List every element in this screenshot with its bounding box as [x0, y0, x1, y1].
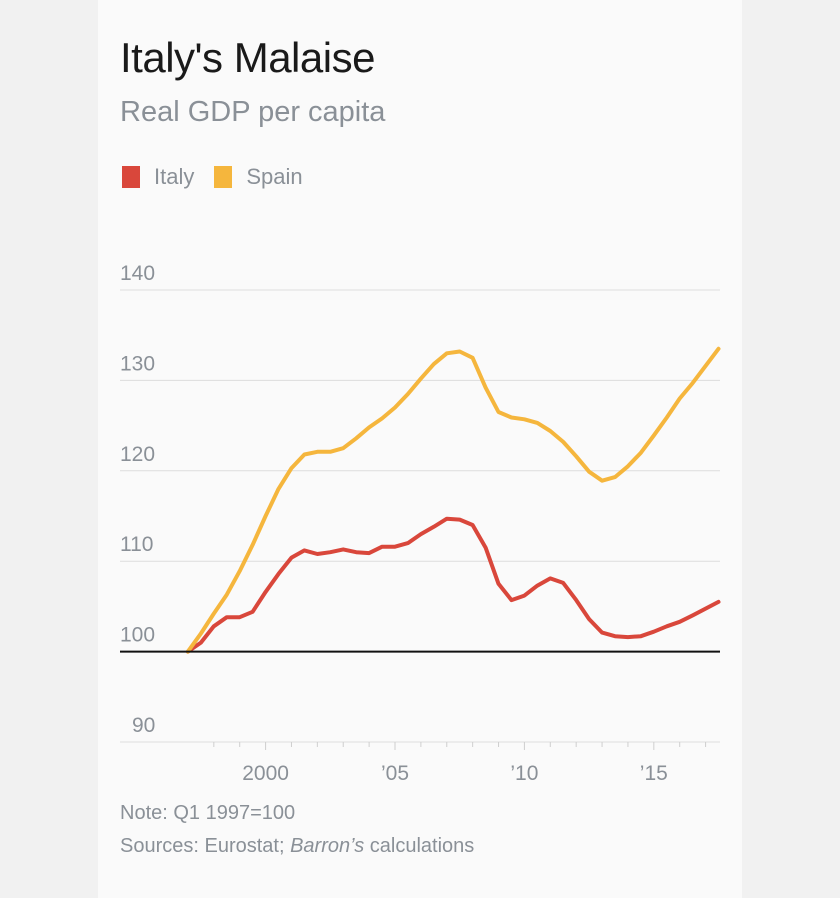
chart-card: [98, 0, 742, 898]
series-line-spain: [185, 346, 721, 654]
y-tick-label-120: 120: [120, 443, 155, 466]
y-axis-labels: 140 130 120 110 100 90: [120, 262, 155, 737]
y-tick-label-110: 110: [120, 533, 153, 556]
x-tick-label-2000: 2000: [242, 762, 289, 785]
sources-publication: Barron’s: [290, 835, 365, 857]
chart-subtitle: Real GDP per capita: [120, 96, 386, 128]
x-axis: 2000 ’05 ’10 ’15: [200, 741, 720, 785]
legend-label-italy: Italy: [154, 164, 195, 189]
y-tick-label-140: 140: [120, 262, 155, 285]
x-tick-label-2015: ’15: [640, 762, 668, 785]
sources-suffix: calculations: [364, 835, 475, 857]
chart-title: Italy's Malaise: [120, 34, 375, 81]
series-lines: [120, 346, 721, 654]
y-tick-label-90: 90: [132, 714, 155, 737]
y-tick-label-130: 130: [120, 352, 155, 375]
grid-lines: [120, 289, 720, 743]
legend: Italy Spain: [122, 164, 323, 190]
sources-prefix: Sources: Eurostat;: [120, 835, 291, 857]
legend-label-spain: Spain: [246, 164, 303, 189]
legend-swatch-italy: [122, 166, 140, 188]
y-tick-label-100: 100: [120, 624, 155, 647]
x-tick-label-2005: ’05: [381, 762, 409, 785]
legend-swatch-spain: [214, 166, 233, 188]
chart-note: Note: Q1 1997=100: [120, 802, 296, 824]
legend-item-italy: Italy: [122, 164, 194, 190]
x-tick-label-2010: ’10: [510, 762, 538, 785]
legend-item-spain: Spain: [214, 164, 303, 190]
series-line-italy: [185, 516, 721, 654]
chart-sources: Sources: Eurostat; Barron’s calculations: [120, 835, 474, 858]
